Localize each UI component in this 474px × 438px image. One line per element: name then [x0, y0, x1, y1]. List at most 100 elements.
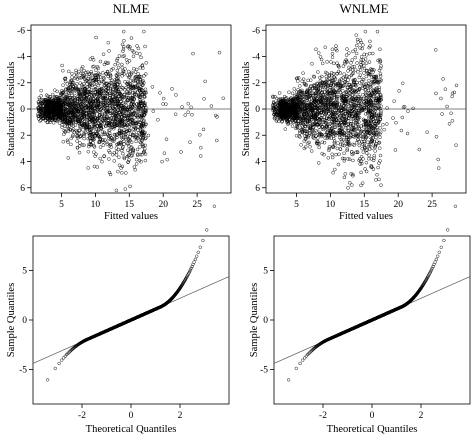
data-point	[87, 83, 92, 87]
data-point	[66, 86, 70, 91]
data-point	[371, 51, 375, 56]
data-point	[72, 91, 77, 96]
data-point	[94, 99, 98, 103]
data-point	[120, 119, 124, 124]
data-point	[47, 117, 51, 122]
data-point	[277, 119, 281, 124]
data-point	[65, 82, 70, 86]
data-point	[133, 108, 138, 113]
data-point	[38, 97, 42, 102]
data-point	[336, 162, 341, 167]
data-point	[305, 98, 310, 102]
data-point	[82, 87, 87, 91]
data-point	[111, 101, 115, 106]
data-point	[62, 111, 66, 115]
data-point	[330, 94, 334, 99]
data-point	[150, 85, 155, 89]
data-point	[134, 51, 139, 56]
data-point	[160, 159, 164, 164]
data-point	[373, 149, 377, 153]
data-point	[436, 166, 441, 170]
data-point	[124, 85, 129, 90]
data-point	[95, 165, 100, 169]
residual-points-nlme	[36, 29, 226, 193]
data-point	[221, 96, 226, 101]
data-point	[122, 156, 127, 161]
data-point	[93, 154, 97, 158]
data-point	[170, 87, 174, 91]
data-point	[105, 69, 110, 74]
data-point	[128, 79, 133, 83]
data-point	[84, 115, 89, 120]
data-point	[116, 142, 121, 146]
y-tick-label: 4	[20, 158, 25, 168]
data-point	[88, 76, 93, 80]
data-point	[107, 170, 112, 175]
data-point	[135, 147, 140, 152]
data-point	[121, 49, 125, 54]
data-point	[77, 76, 82, 80]
data-point	[140, 100, 144, 105]
data-point	[103, 104, 107, 109]
data-point	[94, 35, 98, 40]
data-point	[109, 125, 114, 129]
data-point	[174, 93, 178, 97]
y-tick-label: 4	[255, 158, 260, 168]
data-point	[142, 95, 146, 99]
data-point	[125, 129, 129, 134]
data-point	[364, 169, 369, 174]
data-point	[357, 65, 362, 69]
data-point	[134, 157, 139, 162]
data-point	[69, 136, 73, 141]
data-point	[365, 140, 370, 144]
data-point	[113, 104, 117, 108]
data-point	[140, 125, 144, 129]
data-point	[100, 87, 104, 92]
panel-nlme-qq: -2 0 2 -505 Theoretical Quantiles Sample Q…	[6, 204, 230, 435]
data-point	[69, 121, 73, 125]
data-point	[144, 90, 148, 95]
data-point	[111, 97, 116, 102]
data-point	[142, 110, 146, 115]
data-point	[134, 113, 138, 117]
y-tick-label: 2	[20, 131, 25, 141]
data-point	[115, 82, 120, 87]
data-point	[405, 131, 410, 136]
data-point	[198, 154, 203, 158]
data-point	[367, 153, 371, 158]
data-point	[53, 88, 57, 92]
data-point	[132, 165, 137, 169]
qq-point	[45, 378, 50, 382]
data-point	[85, 78, 89, 83]
data-point	[87, 118, 91, 123]
data-point	[113, 120, 117, 124]
data-point	[273, 114, 277, 118]
data-point	[129, 115, 134, 120]
data-point	[67, 101, 72, 106]
data-point	[70, 116, 74, 120]
data-point	[364, 160, 369, 165]
data-point	[316, 136, 320, 140]
data-point	[53, 111, 57, 115]
data-point	[364, 96, 369, 100]
data-point	[126, 98, 130, 103]
data-point	[89, 142, 93, 147]
data-point	[101, 125, 105, 129]
data-point	[101, 143, 106, 147]
data-point	[107, 157, 111, 161]
data-point	[93, 84, 97, 88]
qq-point	[60, 358, 64, 362]
data-point	[378, 130, 383, 135]
data-point	[445, 104, 449, 109]
data-point	[110, 106, 115, 110]
data-point	[131, 50, 136, 54]
data-point	[135, 105, 140, 110]
y-tick-label: 6	[255, 184, 260, 194]
data-point	[75, 146, 80, 150]
data-point	[130, 133, 135, 138]
data-point	[117, 54, 122, 58]
data-point	[126, 82, 131, 87]
data-point	[273, 94, 277, 99]
